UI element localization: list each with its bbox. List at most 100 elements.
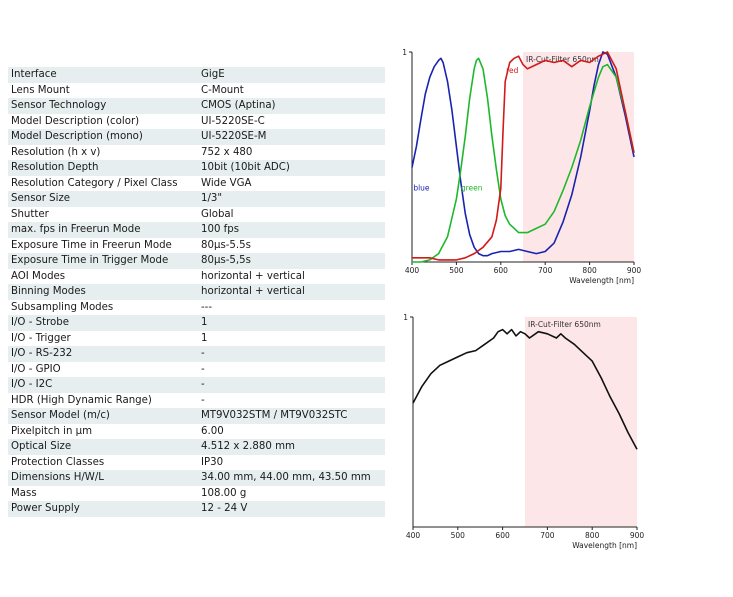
- spec-value: MT9V032STM / MT9V032STC: [198, 408, 385, 424]
- spec-row: Sensor Technology CMOS (Aptina): [8, 98, 385, 114]
- spec-row: Model Description (mono) UI-5220SE-M: [8, 129, 385, 145]
- spec-row: Mass 108.00 g: [8, 486, 385, 502]
- spec-value: Global: [201, 208, 234, 220]
- x-tick-label: 500: [451, 531, 466, 540]
- spec-label: I/O - Strobe: [8, 315, 198, 331]
- spec-row: Exposure Time in Freerun Mode 80µs-5.5s: [8, 238, 385, 254]
- spec-value: UI-5220SE-M: [198, 129, 385, 145]
- x-tick-label: 700: [538, 266, 553, 275]
- spec-value: 1: [198, 315, 385, 331]
- spec-row: Subsampling Modes ---: [8, 300, 385, 316]
- spec-value: Wide VGA: [201, 177, 252, 189]
- ir-cut-region: [523, 52, 634, 262]
- series-line-green: [412, 57, 635, 263]
- spec-value: 752 x 480: [201, 146, 253, 158]
- spec-row: I/O - I2C -: [8, 377, 385, 393]
- spec-value: -: [201, 363, 205, 375]
- series-line-red: [412, 51, 635, 261]
- spec-label: Sensor Model (m/c): [8, 408, 198, 424]
- spec-value: -: [201, 394, 205, 406]
- spec-value: ---: [201, 301, 213, 313]
- spec-row: Model Description (color) UI-5220SE-C: [8, 114, 385, 130]
- spec-value: UI-5220SE-C: [201, 115, 265, 127]
- spec-value: 6.00: [201, 425, 224, 437]
- spec-label: Resolution Depth: [8, 160, 198, 176]
- x-tick-label: 600: [495, 531, 510, 540]
- x-tick-label: 400: [406, 531, 421, 540]
- x-tick-label: 700: [540, 531, 555, 540]
- spectral-response-color-chart: IR-Cut-Filter 650nm 400 500 600 700 800 900 1 Wa…: [402, 48, 642, 285]
- spec-value: C-Mount: [201, 84, 244, 96]
- spec-label: Model Description (mono): [8, 129, 198, 145]
- y-tick-label: 1: [403, 313, 408, 322]
- spec-value: 100 fps: [198, 222, 385, 238]
- spec-row: Exposure Time in Trigger Mode 80µs-5,5s: [8, 253, 385, 269]
- series-label-red: red: [506, 66, 519, 75]
- x-axis-label: Wavelength [nm]: [572, 541, 637, 550]
- spec-value: horizontal + vertical: [198, 284, 385, 300]
- spec-label: Sensor Technology: [8, 98, 198, 114]
- spec-label: AOI Modes: [11, 270, 66, 282]
- spec-value: 1/3": [198, 191, 385, 207]
- spec-row: Resolution (h x v) 752 x 480: [8, 145, 385, 161]
- spec-label: Sensor Size: [8, 191, 198, 207]
- spec-value: GigE: [198, 67, 385, 83]
- spec-value: 34.00 mm, 44.00 mm, 43.50 mm: [198, 470, 385, 486]
- spec-label: I/O - RS-232: [8, 346, 198, 362]
- spec-value: IP30: [201, 456, 224, 468]
- x-tick-label: 800: [582, 266, 597, 275]
- spec-label: Lens Mount: [11, 84, 70, 96]
- x-axis-label: Wavelength [nm]: [569, 276, 634, 285]
- spec-value: -: [198, 377, 385, 393]
- spec-row: Pixelpitch in µm 6.00: [8, 424, 385, 440]
- spec-row: Resolution Depth 10bit (10bit ADC): [8, 160, 385, 176]
- spec-label: Subsampling Modes: [11, 301, 114, 313]
- spec-table: Interface GigE Lens Mount C-Mount Sensor Tec…: [8, 67, 385, 517]
- spec-value: 80µs-5.5s: [201, 239, 251, 251]
- spec-row: HDR (High Dynamic Range) -: [8, 393, 385, 409]
- spec-label: I/O - I2C: [8, 377, 198, 393]
- spec-value: -: [198, 346, 385, 362]
- spec-label: Binning Modes: [8, 284, 198, 300]
- spec-label: Model Description (color): [11, 115, 140, 127]
- spec-label: Dimensions H/W/L: [8, 470, 198, 486]
- series-line-blue: [411, 51, 635, 257]
- spec-row: Sensor Model (m/c) MT9V032STM / MT9V032ST…: [8, 408, 385, 424]
- spec-row: Interface GigE: [8, 67, 385, 83]
- spec-row: Sensor Size 1/3": [8, 191, 385, 207]
- spec-label: Power Supply: [8, 501, 198, 517]
- spec-row: I/O - GPIO -: [8, 362, 385, 378]
- spec-row: I/O - Trigger 1: [8, 331, 385, 347]
- ir-cut-label: IR-Cut-Filter 650nm: [528, 320, 601, 329]
- spec-row: Dimensions H/W/L 34.00 mm, 44.00 mm, 43.5…: [8, 470, 385, 486]
- x-tick-label: 500: [449, 266, 464, 275]
- spec-label: Protection Classes: [11, 456, 105, 468]
- x-tick-label: 400: [405, 266, 420, 275]
- spec-row: Power Supply 12 - 24 V: [8, 501, 385, 517]
- spec-row: Protection Classes IP30: [8, 455, 385, 471]
- spec-value: 4.512 x 2.880 mm: [198, 439, 385, 455]
- spec-value: horizontal + vertical: [201, 270, 305, 282]
- spec-value: CMOS (Aptina): [198, 98, 385, 114]
- x-tick-label: 600: [494, 266, 509, 275]
- spec-label: Interface: [8, 67, 198, 83]
- x-tick-label: 900: [630, 531, 645, 540]
- series-label-blue: blue: [413, 184, 430, 193]
- x-tick-label: 900: [627, 266, 642, 275]
- spec-row: Optical Size 4.512 x 2.880 mm: [8, 439, 385, 455]
- ir-cut-region: [525, 317, 637, 527]
- spec-label: I/O - Trigger: [11, 332, 71, 344]
- spec-row: Shutter Global: [8, 207, 385, 223]
- spec-label: Mass: [11, 487, 37, 499]
- spec-row: Resolution Category / Pixel Class Wide VG…: [8, 176, 385, 192]
- spec-row: I/O - RS-232-: [8, 346, 385, 362]
- spectral-response-mono-chart: IR-Cut-Filter 650nm 400 500 600 700 800 900 1 Wa…: [403, 313, 645, 550]
- spec-label: HDR (High Dynamic Range): [11, 394, 152, 406]
- spec-row: AOI Modes horizontal + vertical: [8, 269, 385, 285]
- series-label-green: green: [461, 184, 483, 193]
- spec-row: Lens Mount C-Mount: [8, 83, 385, 99]
- spec-label: Pixelpitch in µm: [11, 425, 93, 437]
- spec-value: 80µs-5,5s: [198, 253, 385, 269]
- series-line-mono: [412, 328, 638, 450]
- spec-value: 10bit (10bit ADC): [198, 160, 385, 176]
